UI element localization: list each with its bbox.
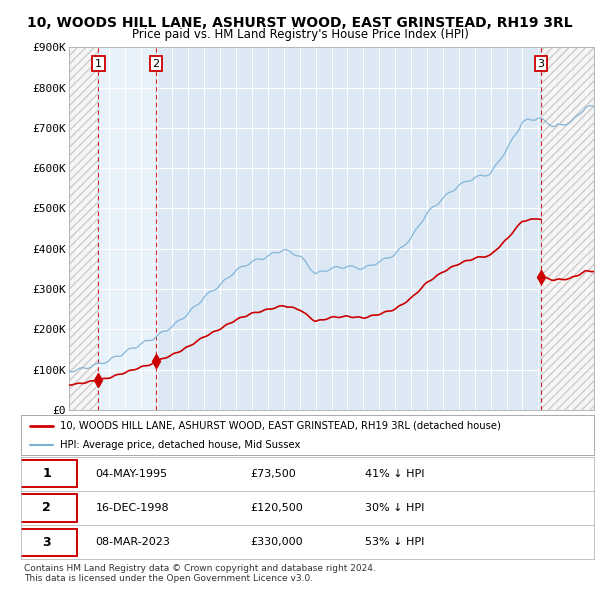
Bar [541, 47, 594, 410]
Text: 3: 3 [43, 536, 51, 549]
Text: 1: 1 [43, 467, 51, 480]
Text: 41% ↓ HPI: 41% ↓ HPI [365, 469, 424, 478]
FancyBboxPatch shape [16, 494, 77, 522]
FancyBboxPatch shape [16, 529, 77, 556]
Text: 53% ↓ HPI: 53% ↓ HPI [365, 537, 424, 547]
Text: 16-DEC-1998: 16-DEC-1998 [95, 503, 169, 513]
Bar [69, 47, 98, 410]
Text: Contains HM Land Registry data © Crown copyright and database right 2024.
This d: Contains HM Land Registry data © Crown c… [24, 564, 376, 584]
Text: 30% ↓ HPI: 30% ↓ HPI [365, 503, 424, 513]
Text: 04-MAY-1995: 04-MAY-1995 [95, 469, 167, 478]
FancyBboxPatch shape [16, 460, 77, 487]
Bar [541, 47, 594, 410]
Text: £120,500: £120,500 [250, 503, 303, 513]
Text: HPI: Average price, detached house, Mid Sussex: HPI: Average price, detached house, Mid … [60, 440, 301, 450]
Text: 10, WOODS HILL LANE, ASHURST WOOD, EAST GRINSTEAD, RH19 3RL (detached house): 10, WOODS HILL LANE, ASHURST WOOD, EAST … [60, 421, 501, 431]
Text: 1: 1 [95, 58, 102, 68]
Text: Price paid vs. HM Land Registry's House Price Index (HPI): Price paid vs. HM Land Registry's House … [131, 28, 469, 41]
Text: 2: 2 [43, 502, 51, 514]
Text: £73,500: £73,500 [250, 469, 296, 478]
Text: £330,000: £330,000 [250, 537, 303, 547]
Text: 08-MAR-2023: 08-MAR-2023 [95, 537, 170, 547]
Text: 3: 3 [538, 58, 545, 68]
Bar [69, 47, 98, 410]
Text: 2: 2 [152, 58, 160, 68]
Bar [98, 47, 156, 410]
Text: 10, WOODS HILL LANE, ASHURST WOOD, EAST GRINSTEAD, RH19 3RL: 10, WOODS HILL LANE, ASHURST WOOD, EAST … [27, 16, 573, 30]
